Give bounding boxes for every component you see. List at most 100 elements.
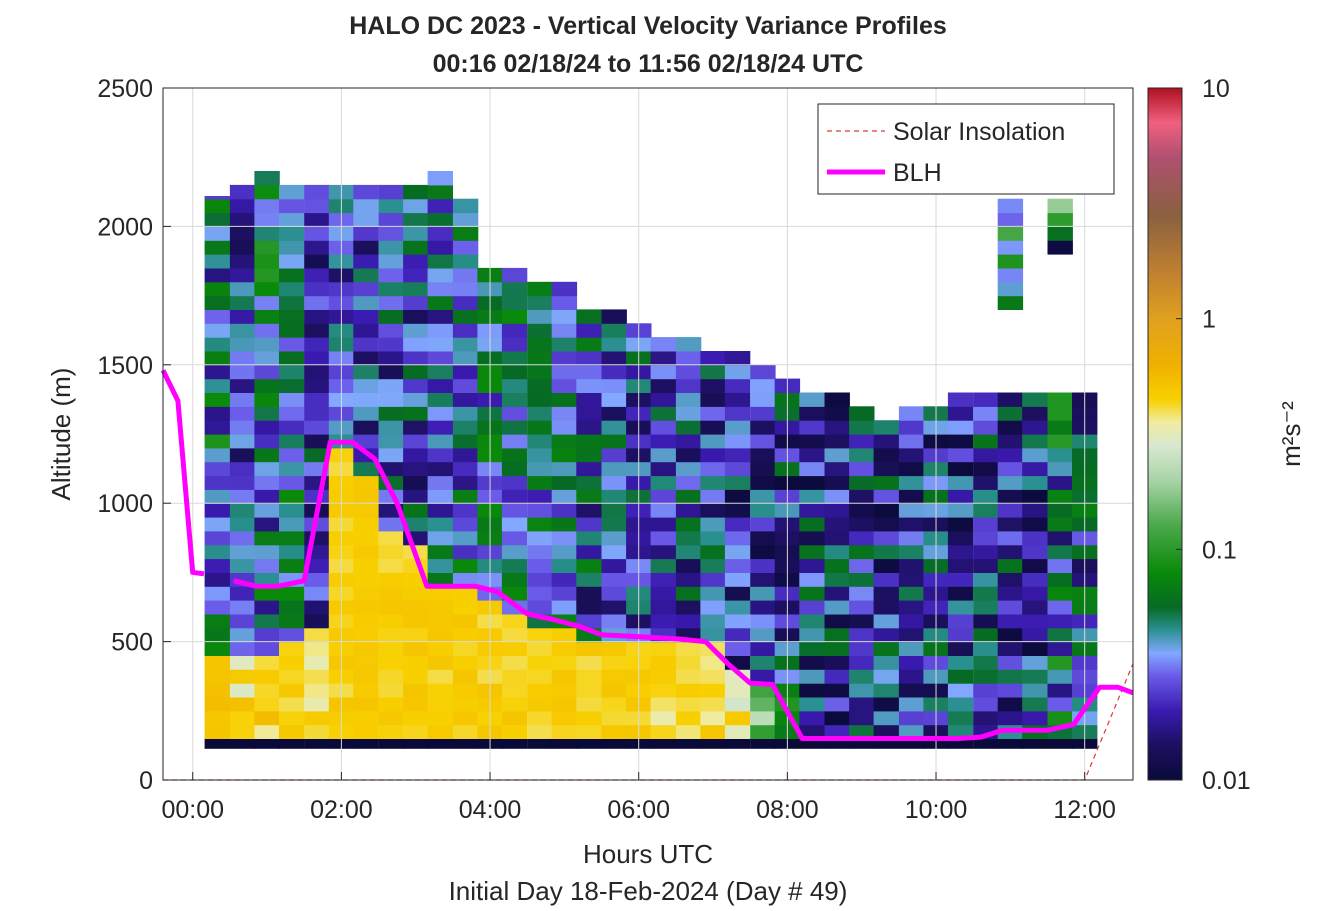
heatmap-cell (204, 710, 230, 726)
heatmap-cell (304, 392, 330, 407)
heatmap-cell (551, 697, 578, 712)
heatmap-cell (997, 544, 1024, 560)
heatmap-cell (304, 364, 330, 380)
heatmap-cell (576, 586, 602, 601)
heatmap-cell (229, 683, 256, 698)
heatmap-cell (898, 489, 925, 504)
heatmap-cell (403, 392, 429, 407)
heatmap-cell (427, 544, 453, 560)
heatmap-cell (527, 364, 553, 380)
heatmap-cell (997, 503, 1024, 518)
heatmap-cell (675, 503, 702, 518)
heatmap-cell (849, 461, 875, 477)
heatmap-cell (997, 281, 1024, 297)
heatmap-cell (527, 295, 553, 310)
heatmap-cell (824, 683, 850, 698)
heatmap-cell (501, 655, 528, 670)
heatmap-cell (973, 461, 999, 477)
heatmap-cell (947, 724, 974, 739)
heatmap-cell (229, 586, 256, 601)
heatmap-cell (724, 364, 751, 380)
heatmap-cell (254, 378, 280, 393)
heatmap-cell (527, 392, 553, 407)
heatmap-cell (204, 530, 230, 546)
heatmap-cell (501, 530, 528, 546)
heatmap-cell (601, 420, 627, 435)
heatmap-cell (799, 724, 825, 739)
heatmap-cell (279, 461, 305, 477)
chart-title-line-2: 00:16 02/18/24 to 11:56 02/18/24 UTC (433, 50, 864, 78)
heatmap-cell (650, 351, 676, 366)
heatmap-cell (279, 613, 305, 629)
blh-line (233, 439, 1134, 741)
heatmap-cell (427, 503, 453, 518)
heatmap-cell (576, 475, 602, 490)
heatmap-cell (849, 655, 875, 670)
heatmap-cell (898, 517, 925, 532)
heatmap-cell (849, 586, 875, 601)
heatmap-cell (527, 544, 553, 560)
heatmap-cell (427, 683, 453, 698)
heatmap-cell (750, 475, 776, 490)
heatmap-cell (279, 627, 305, 643)
heatmap-cell (427, 600, 453, 615)
heatmap-cell (501, 392, 528, 407)
heatmap-cell (229, 337, 256, 352)
heatmap-cell (254, 669, 280, 684)
heatmap-cell (427, 613, 453, 629)
heatmap-cell (898, 406, 925, 421)
heatmap-cell (1047, 198, 1073, 214)
heatmap-cell (601, 309, 627, 324)
heatmap-cell (997, 600, 1024, 615)
heatmap-cell (353, 184, 379, 200)
heatmap-cell (279, 323, 305, 338)
heatmap-cell (501, 420, 528, 435)
heatmap-cell (576, 738, 602, 749)
heatmap-cell (527, 738, 553, 749)
heatmap-cell (601, 337, 627, 352)
heatmap-cell (1047, 627, 1073, 643)
heatmap-cell (452, 461, 479, 477)
heatmap-cell (997, 254, 1024, 269)
heatmap-cell (254, 600, 280, 615)
heatmap-cell (1047, 226, 1073, 241)
heatmap-cell (204, 254, 230, 269)
heatmap-cell (254, 697, 280, 712)
heatmap-cell (1047, 669, 1073, 684)
heatmap-cell (898, 641, 925, 656)
heatmap-cell (973, 392, 999, 407)
heatmap-cell (650, 613, 676, 629)
heatmap-cell (551, 724, 578, 739)
heatmap-cell (700, 558, 726, 573)
heatmap-cell (452, 434, 479, 449)
heatmap-cell (700, 461, 726, 477)
heatmap-cell (527, 489, 553, 504)
heatmap-cell (1047, 475, 1073, 490)
heatmap-cell (997, 683, 1024, 698)
heatmap-cell (601, 669, 627, 684)
heatmap-cell (427, 697, 453, 712)
heatmap-cell (997, 517, 1024, 532)
heatmap-cell (551, 558, 578, 573)
x-tick-label: 00:00 (161, 796, 224, 824)
heatmap-cell (1022, 434, 1048, 449)
heatmap-cell (675, 434, 702, 449)
heatmap-cell (229, 392, 256, 407)
heatmap-cell (724, 572, 751, 587)
heatmap-cell (849, 669, 875, 684)
heatmap-cell (824, 558, 850, 573)
heatmap-cell (353, 572, 379, 587)
heatmap-cell (873, 517, 899, 532)
heatmap-cell (601, 364, 627, 380)
heatmap-cell (279, 655, 305, 670)
heatmap-cell (824, 641, 850, 656)
heatmap-cell (452, 226, 479, 241)
heatmap-cell (1047, 392, 1073, 407)
heatmap-cell (947, 710, 974, 726)
heatmap-cell (724, 558, 751, 573)
heatmap-cell (873, 447, 899, 463)
heatmap-cell (551, 710, 578, 726)
colorbar-ticks: 0.01 0.1 1 10 (1176, 75, 1251, 795)
heatmap-cell (898, 724, 925, 739)
heatmap-cell (204, 613, 230, 629)
